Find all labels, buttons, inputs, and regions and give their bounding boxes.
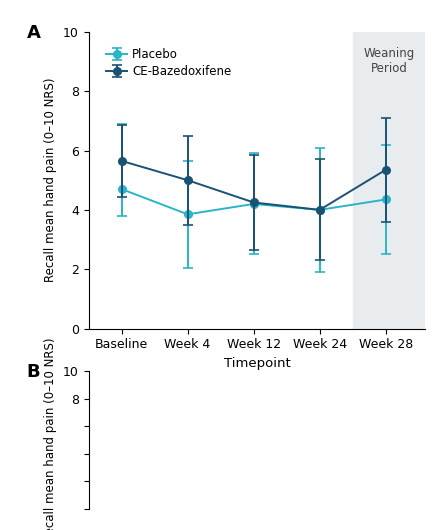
Y-axis label: Recall mean hand pain (0–10 NRS): Recall mean hand pain (0–10 NRS): [44, 78, 58, 282]
Legend: Placebo, CE-Bazedoxifene: Placebo, CE-Bazedoxifene: [101, 43, 236, 83]
Text: Weaning
Period: Weaning Period: [363, 47, 415, 75]
Bar: [353, 32, 425, 329]
X-axis label: Timepoint: Timepoint: [224, 357, 290, 370]
Text: B: B: [27, 363, 40, 381]
Y-axis label: Recall mean hand pain (0–10 NRS): Recall mean hand pain (0–10 NRS): [44, 338, 58, 530]
Text: A: A: [27, 24, 40, 42]
